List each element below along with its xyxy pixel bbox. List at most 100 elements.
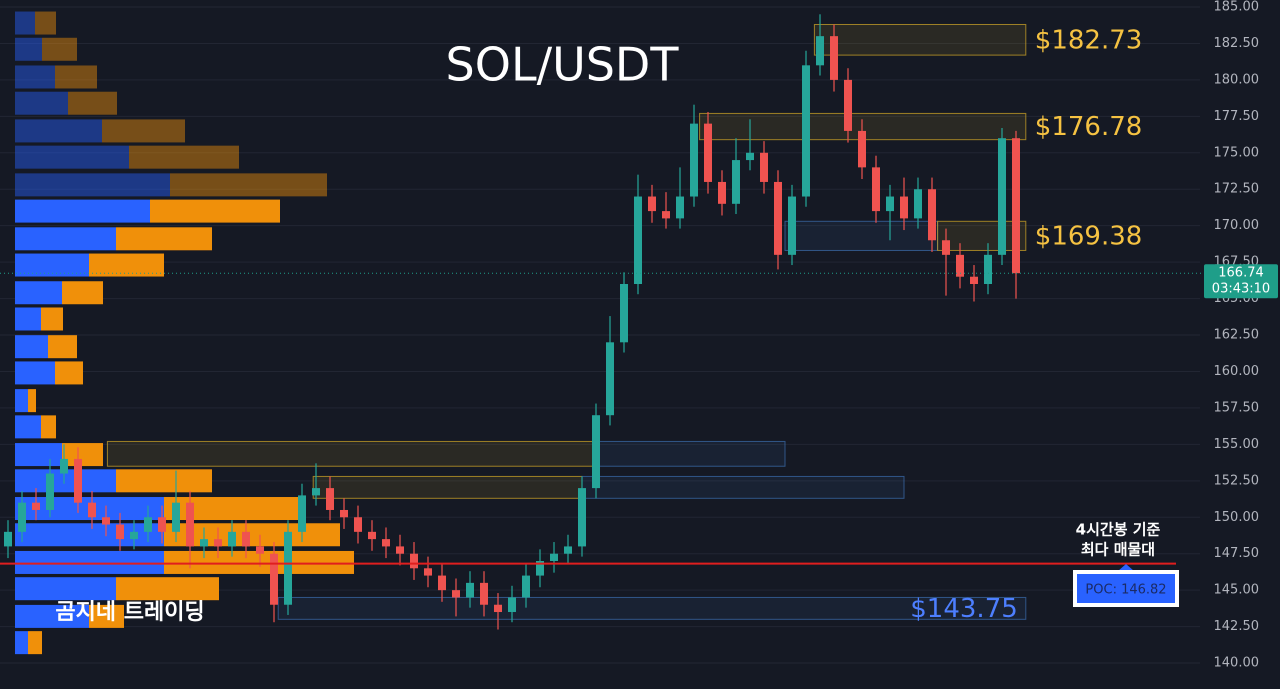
- candle-body: [564, 546, 572, 554]
- y-tick-label: 160.00: [1214, 364, 1260, 379]
- current-price-label: 166.74: [1218, 266, 1264, 281]
- profile-sell: [150, 199, 280, 223]
- profile-sell: [116, 469, 212, 493]
- poc-note: 최다 매물대: [1081, 541, 1155, 559]
- candle-body: [816, 36, 824, 66]
- y-tick-label: 170.00: [1214, 218, 1260, 233]
- volume-profile: [15, 11, 354, 655]
- y-tick-label: 142.50: [1214, 619, 1260, 634]
- watermark: 곰지네 트레이딩: [55, 600, 204, 625]
- candle-body: [368, 531, 376, 540]
- candle-body: [718, 181, 726, 204]
- candle-body: [130, 531, 138, 540]
- profile-buy: [15, 415, 41, 439]
- y-tick-label: 157.50: [1214, 400, 1260, 415]
- candle-body: [508, 597, 516, 613]
- candle-body: [606, 342, 614, 416]
- candle-body: [1012, 138, 1020, 274]
- poc-label: POC: 146.82: [1085, 583, 1166, 598]
- profile-buy: [15, 37, 42, 61]
- y-tick-label: 150.00: [1214, 510, 1260, 525]
- y-tick-label: 152.50: [1214, 473, 1260, 488]
- profile-buy: [15, 335, 48, 359]
- candle-body: [382, 539, 390, 547]
- profile-buy: [15, 523, 164, 547]
- candle-body: [746, 152, 754, 161]
- candle-body: [900, 196, 908, 219]
- candle-body: [858, 130, 866, 168]
- candle-body: [242, 531, 250, 547]
- candle-body: [172, 502, 180, 532]
- profile-buy: [15, 469, 116, 493]
- candle-body: [690, 123, 698, 197]
- profile-sell: [116, 577, 219, 601]
- candle-body: [844, 79, 852, 131]
- profile-buy: [15, 550, 164, 574]
- y-tick-label: 185.00: [1214, 0, 1260, 14]
- candle-body: [998, 138, 1006, 255]
- candle-body: [970, 276, 978, 284]
- profile-sell: [164, 497, 300, 521]
- price-zone: [592, 440, 786, 467]
- candle-body: [438, 575, 446, 591]
- profile-buy: [15, 11, 35, 35]
- candle-body: [704, 123, 712, 182]
- profile-buy: [15, 91, 68, 115]
- profile-sell: [164, 550, 354, 574]
- profile-buy: [15, 119, 102, 143]
- profile-buy: [15, 253, 89, 277]
- candle-body: [270, 553, 278, 605]
- profile-buy: [15, 604, 89, 628]
- candle-body: [256, 546, 264, 554]
- candle-body: [550, 553, 558, 561]
- profile-sell: [102, 119, 185, 143]
- poc-pointer: [1118, 564, 1134, 571]
- candle-body: [984, 254, 992, 284]
- candle-body: [424, 568, 432, 576]
- profile-sell: [41, 415, 56, 439]
- profile-sell: [89, 604, 124, 628]
- zone-label: $169.38: [1035, 221, 1143, 251]
- candle-body: [60, 458, 68, 474]
- candle-body: [942, 240, 950, 255]
- candle-body: [158, 517, 166, 532]
- profile-buy: [15, 173, 170, 197]
- candle-body: [4, 531, 12, 547]
- profile-buy: [15, 199, 150, 223]
- candle-body: [480, 582, 488, 605]
- candle-body: [830, 36, 838, 80]
- profile-sell: [41, 307, 63, 331]
- candle-body: [326, 488, 334, 510]
- candle-body: [676, 196, 684, 219]
- y-tick-label: 145.00: [1214, 583, 1260, 598]
- candle-body: [872, 167, 880, 212]
- profile-sell: [116, 227, 212, 251]
- y-tick-label: 180.00: [1214, 72, 1260, 87]
- y-tick-label: 175.00: [1214, 145, 1260, 160]
- current-price-box: [1204, 264, 1278, 299]
- price-zone: [937, 220, 1027, 251]
- profile-sell: [28, 631, 42, 655]
- zone-label: $182.73: [1035, 25, 1143, 55]
- candle-body: [214, 539, 222, 547]
- candle-body: [494, 604, 502, 613]
- profile-sell: [170, 173, 327, 197]
- profile-buy: [15, 443, 62, 467]
- price-zone: [312, 475, 583, 499]
- y-tick-label: 182.50: [1214, 36, 1260, 51]
- candle-body: [956, 254, 964, 277]
- y-tick-label: 140.00: [1214, 656, 1260, 671]
- profile-sell: [42, 37, 77, 61]
- candle-body: [452, 590, 460, 598]
- profile-sell: [68, 91, 117, 115]
- candles: [4, 14, 1020, 630]
- candle-body: [774, 181, 782, 255]
- candle-body: [634, 196, 642, 284]
- zone-label: $143.75: [910, 594, 1018, 624]
- candle-body: [312, 488, 320, 496]
- profile-sell: [89, 253, 164, 277]
- profile-sell: [55, 65, 97, 89]
